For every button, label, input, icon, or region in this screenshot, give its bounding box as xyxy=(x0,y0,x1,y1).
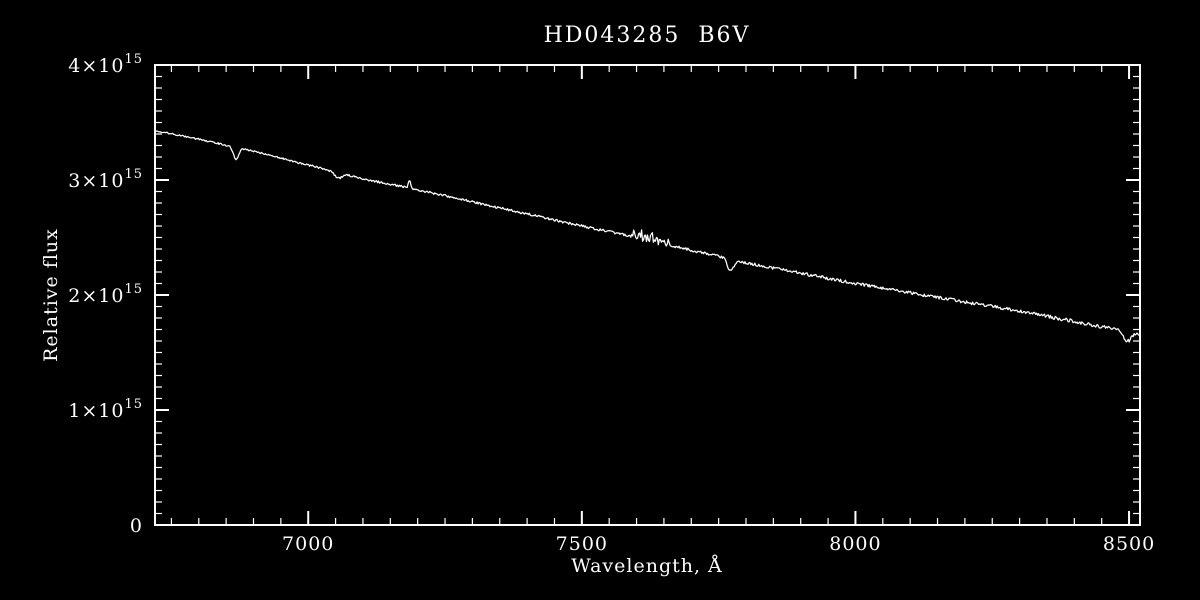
y-tick-label-exponent: 15 xyxy=(124,167,143,182)
y-tick-label-exponent: 15 xyxy=(124,282,143,297)
x-tick-label: 7000 xyxy=(282,533,334,555)
x-tick-label: 8500 xyxy=(1103,533,1155,555)
y-tick-label-base: 4×10 xyxy=(68,55,124,77)
y-tick-label: 1×1015 xyxy=(68,397,143,422)
y-tick-label-base: 2×10 xyxy=(68,285,124,307)
y-tick-label-exponent: 15 xyxy=(124,397,143,412)
x-tick-label: 8000 xyxy=(829,533,881,555)
x-axis-label: Wavelength, Å xyxy=(571,555,723,577)
axis-ticks xyxy=(155,64,1140,526)
y-tick-label-base: 3×10 xyxy=(68,170,124,192)
y-tick-label: 4×1015 xyxy=(68,52,143,77)
y-tick-label-exponent: 15 xyxy=(124,52,143,67)
x-tick-label: 7500 xyxy=(556,533,608,555)
y-tick-label-base: 0 xyxy=(130,515,143,537)
spectrum-series xyxy=(154,129,1140,343)
y-tick-label: 0 xyxy=(130,515,143,537)
y-axis-label: Relative flux xyxy=(40,228,62,362)
y-tick-label-base: 1×10 xyxy=(68,400,124,422)
chart-title: HD043285 B6V xyxy=(544,23,751,48)
y-tick-label: 2×1015 xyxy=(68,282,143,307)
axis-tick-labels: 7000 7500 8000 850001×10152×10153×10154×101… xyxy=(68,52,1155,555)
y-tick-label: 3×1015 xyxy=(68,167,143,192)
spectrum-trace xyxy=(154,129,1140,343)
